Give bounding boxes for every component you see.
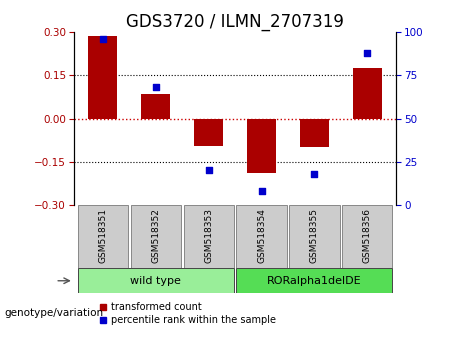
Text: RORalpha1delDE: RORalpha1delDE (267, 276, 362, 286)
Text: GSM518354: GSM518354 (257, 208, 266, 263)
Bar (89, 36, 118, 119)
Point (364, 50, 371, 56)
Bar (194, 119, 223, 146)
Bar (130, 205, 181, 268)
Bar (290, 205, 340, 268)
Bar (236, 205, 287, 268)
Point (258, 188, 265, 194)
Bar (342, 205, 392, 268)
Bar (300, 119, 329, 147)
Text: GSM518353: GSM518353 (204, 208, 213, 263)
Bar (236, 268, 392, 293)
Text: genotype/variation: genotype/variation (5, 308, 104, 318)
Text: GSM518351: GSM518351 (98, 208, 107, 263)
Bar (353, 68, 382, 119)
Point (99, 36, 106, 42)
Text: GSM518352: GSM518352 (151, 208, 160, 263)
Text: wild type: wild type (130, 276, 181, 286)
Text: GSM518355: GSM518355 (310, 208, 319, 263)
Bar (247, 119, 276, 173)
Bar (78, 268, 234, 293)
Text: GSM518356: GSM518356 (363, 208, 372, 263)
Legend: transformed count, percentile rank within the sample: transformed count, percentile rank withi… (95, 298, 280, 329)
Point (205, 168, 213, 173)
Point (152, 85, 160, 90)
Bar (183, 205, 234, 268)
Bar (78, 205, 128, 268)
Bar (141, 94, 170, 119)
Title: GDS3720 / ILMN_2707319: GDS3720 / ILMN_2707319 (126, 13, 344, 30)
Point (311, 171, 318, 177)
